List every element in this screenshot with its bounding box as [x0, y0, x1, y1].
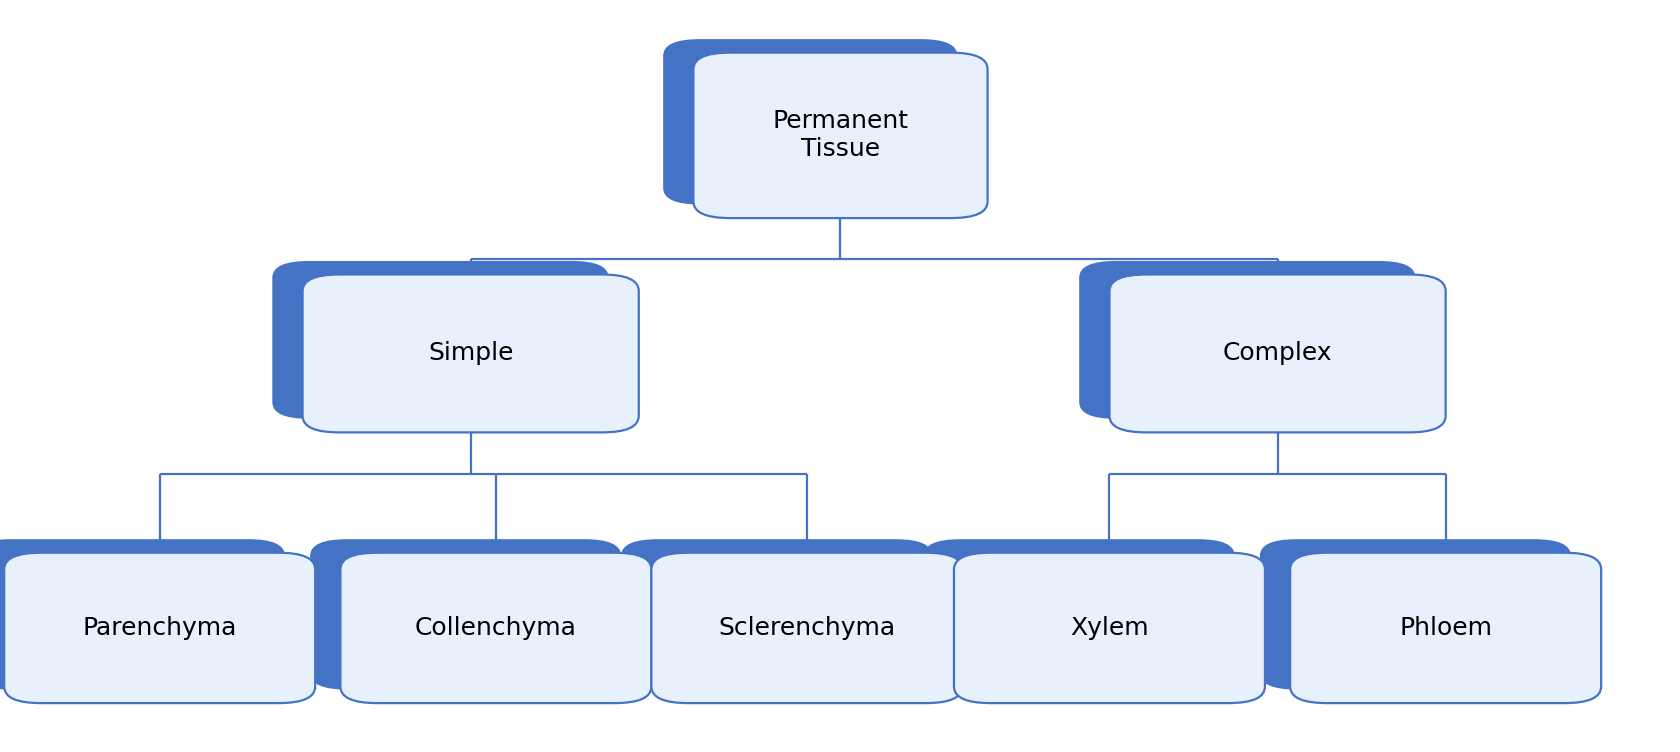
FancyBboxPatch shape	[662, 39, 956, 205]
Text: Permanent
Tissue: Permanent Tissue	[773, 110, 907, 161]
FancyBboxPatch shape	[953, 553, 1263, 703]
FancyBboxPatch shape	[309, 539, 620, 690]
Text: Simple: Simple	[428, 341, 512, 365]
Text: Collenchyma: Collenchyma	[415, 616, 576, 640]
FancyBboxPatch shape	[339, 553, 650, 703]
Text: Xylem: Xylem	[1070, 616, 1147, 640]
FancyBboxPatch shape	[272, 261, 608, 419]
FancyBboxPatch shape	[692, 53, 986, 218]
FancyBboxPatch shape	[5, 553, 314, 703]
FancyBboxPatch shape	[650, 553, 961, 703]
Text: Sclerenchyma: Sclerenchyma	[717, 616, 895, 640]
FancyBboxPatch shape	[922, 539, 1233, 690]
FancyBboxPatch shape	[620, 539, 931, 690]
Text: Complex: Complex	[1221, 341, 1332, 365]
FancyBboxPatch shape	[1290, 553, 1599, 703]
FancyBboxPatch shape	[302, 274, 638, 432]
FancyBboxPatch shape	[1079, 261, 1415, 419]
FancyBboxPatch shape	[1260, 539, 1569, 690]
FancyBboxPatch shape	[0, 539, 284, 690]
Text: Phloem: Phloem	[1398, 616, 1492, 640]
FancyBboxPatch shape	[1109, 274, 1445, 432]
Text: Parenchyma: Parenchyma	[82, 616, 237, 640]
